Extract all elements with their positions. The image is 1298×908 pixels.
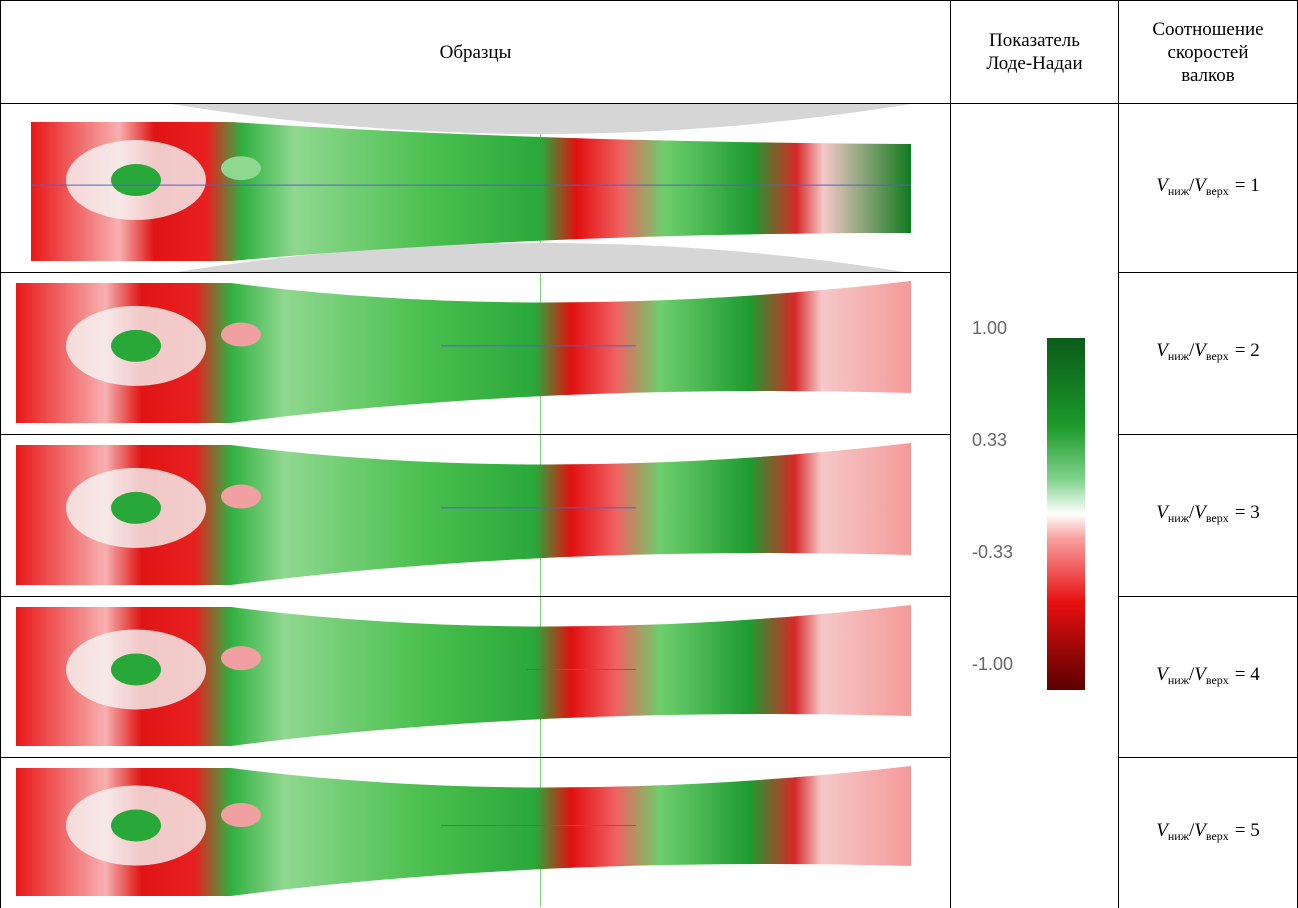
ratio-subscript: ниж (1167, 672, 1189, 687)
ratio-slash: / (1188, 819, 1195, 841)
ratio-subscript: верх (1205, 349, 1229, 363)
colorbar-tick-label: 1.00 (972, 318, 1008, 338)
ratio-subscript: ниж (1167, 511, 1189, 525)
colorbar-tick-label: -1.00 (972, 654, 1014, 674)
zone (221, 484, 261, 509)
header-text: Соотношение скоростей валков (1152, 18, 1264, 86)
zone (111, 491, 161, 524)
ratio-cell: Vниж/Vверх = 5 (1118, 757, 1298, 908)
ratio-symbol: V (1194, 174, 1206, 196)
roll (171, 104, 911, 134)
specimen (16, 281, 911, 423)
zone (111, 653, 161, 686)
ratio-subscript: верх (1205, 828, 1229, 843)
ratio-equals: = 5 (1234, 819, 1260, 841)
ratio-symbol: V (1194, 502, 1206, 523)
ratio-symbol: V (1194, 340, 1206, 361)
colorbar-tick-label: -0.33 (972, 542, 1014, 562)
specimen-cell (0, 434, 951, 597)
zone (221, 322, 261, 347)
zone (221, 803, 261, 827)
ratio-cell: Vниж/Vверх = 2 (1118, 272, 1298, 435)
ratio-subscript: ниж (1167, 349, 1189, 363)
specimen-body (31, 122, 911, 261)
ratio-equals: = 1 (1234, 174, 1260, 196)
header-cell: Показатель Лоде-Надаи (950, 0, 1119, 104)
ratio: Vниж/Vверх = 2 (1156, 339, 1260, 368)
zone (111, 329, 161, 362)
ratio-equals: = 3 (1234, 502, 1260, 523)
ratio-symbol: V (1156, 174, 1168, 196)
ratio-subscript: верх (1205, 672, 1229, 687)
ratio-cell: Vниж/Vверх = 4 (1118, 596, 1298, 758)
ratio-slash: / (1188, 663, 1195, 685)
ratio-slash: / (1188, 174, 1195, 196)
ratio-symbol: V (1156, 340, 1168, 361)
ratio-cell: Vниж/Vверх = 1 (1118, 103, 1298, 273)
colorbar (1047, 338, 1085, 690)
zone (221, 646, 261, 671)
specimen-cell (0, 596, 951, 758)
ratio-symbol: V (1156, 502, 1168, 523)
specimen (16, 605, 911, 746)
header-text: Образцы (439, 41, 512, 63)
ratio-subscript: ниж (1167, 828, 1189, 843)
specimen-body (16, 766, 911, 896)
ratio-equals: = 4 (1234, 663, 1260, 685)
specimen-cell (0, 757, 951, 908)
ratio: Vниж/Vверх = 5 (1156, 819, 1260, 848)
ratio-subscript: ниж (1167, 183, 1189, 198)
colorbar-tick-label: 0.33 (972, 430, 1008, 450)
header-cell: Образцы (0, 0, 951, 104)
specimen-cell (0, 272, 951, 435)
ratio-cell: Vниж/Vверх = 3 (1118, 434, 1298, 597)
zone (111, 809, 161, 842)
ratio-subscript: верх (1205, 183, 1229, 198)
ratio: Vниж/Vверх = 1 (1156, 174, 1260, 203)
specimen (31, 104, 911, 272)
ratio: Vниж/Vверх = 3 (1156, 501, 1260, 530)
ratio-symbol: V (1194, 663, 1206, 685)
specimen-body (16, 443, 911, 585)
specimen-body (16, 281, 911, 423)
zone (221, 156, 261, 181)
header-cell: Соотношение скоростей валков (1118, 0, 1298, 104)
ratio-slash: / (1188, 502, 1195, 523)
header-text: Показатель Лоде-Надаи (986, 30, 1083, 74)
specimen (16, 443, 911, 585)
ratio-subscript: верх (1205, 511, 1229, 525)
specimen (16, 766, 911, 896)
ratio-symbol: V (1156, 819, 1168, 841)
ratio-symbol: V (1194, 819, 1206, 841)
ratio-equals: = 2 (1234, 340, 1260, 361)
zone (111, 164, 161, 197)
ratio-symbol: V (1156, 663, 1168, 685)
specimen-cell (0, 103, 951, 273)
specimen-body (16, 605, 911, 746)
ratio-slash: / (1188, 340, 1195, 361)
legend-cell (950, 103, 1119, 907)
ratio: Vниж/Vверх = 4 (1156, 663, 1260, 692)
